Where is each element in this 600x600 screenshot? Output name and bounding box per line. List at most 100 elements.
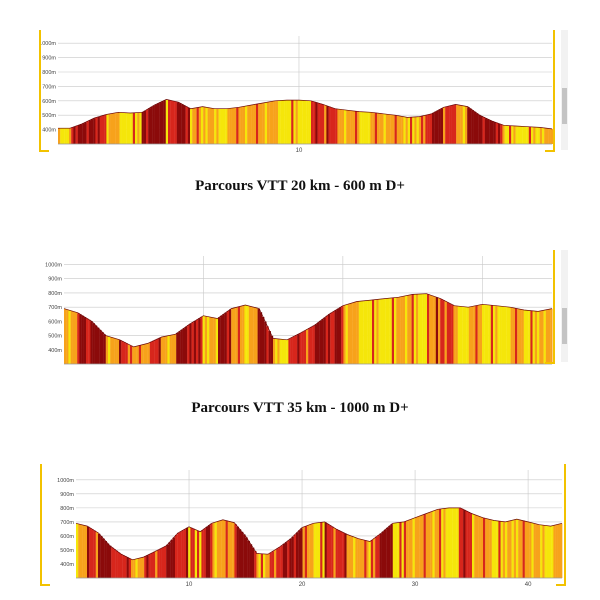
profile-segment bbox=[544, 525, 547, 578]
profile-segment bbox=[251, 306, 254, 364]
profile-segment bbox=[270, 335, 274, 364]
profile-segment bbox=[95, 117, 98, 144]
profile-segment bbox=[221, 520, 224, 578]
profile-segment bbox=[407, 295, 410, 364]
profile-segment bbox=[99, 116, 103, 144]
profile-segment bbox=[149, 341, 153, 364]
profile-segment bbox=[150, 106, 153, 144]
y-tick-label: 800m bbox=[60, 506, 74, 512]
profile-segment bbox=[541, 310, 544, 364]
profile-segment bbox=[209, 108, 213, 144]
profile-segment bbox=[268, 331, 271, 364]
profile-segment bbox=[247, 105, 250, 144]
profile-segment bbox=[354, 301, 357, 364]
elevation-profile bbox=[76, 507, 563, 578]
profile-segment bbox=[102, 538, 105, 578]
profile-segment bbox=[123, 342, 126, 364]
profile-segment bbox=[238, 529, 242, 578]
profile-segment bbox=[440, 108, 444, 144]
profile-segment bbox=[141, 111, 144, 144]
profile-segment bbox=[494, 520, 497, 578]
y-tick-label: 800m bbox=[48, 291, 62, 297]
profile-segment bbox=[211, 317, 214, 364]
profile-segment bbox=[493, 122, 496, 144]
profile-segment bbox=[522, 126, 525, 144]
profile-segment bbox=[469, 513, 473, 578]
profile-segment bbox=[537, 311, 540, 364]
profile-segment bbox=[284, 339, 287, 364]
profile-segment bbox=[473, 111, 477, 144]
profile-segment bbox=[366, 540, 369, 578]
profile-segment bbox=[449, 105, 452, 144]
profile-segment bbox=[438, 298, 441, 364]
profile-segment bbox=[113, 113, 116, 144]
profile-segment bbox=[120, 553, 123, 578]
profile-segment bbox=[331, 526, 334, 578]
profile-segment bbox=[395, 522, 398, 578]
profile-segment bbox=[377, 113, 380, 144]
profile-segment bbox=[526, 310, 529, 364]
profile-segment bbox=[341, 109, 345, 144]
profile-segment bbox=[263, 553, 266, 578]
profile-segment bbox=[192, 108, 195, 144]
profile-segment bbox=[314, 324, 318, 364]
profile-segment bbox=[421, 514, 424, 578]
profile-segment bbox=[128, 112, 131, 144]
profile-segment bbox=[495, 122, 499, 144]
y-tick-label: 500m bbox=[60, 548, 74, 554]
profile-segment bbox=[301, 331, 304, 364]
profile-segment bbox=[420, 293, 423, 364]
profile-segment bbox=[156, 338, 159, 364]
profile-segment bbox=[479, 304, 483, 364]
profile-segment bbox=[161, 101, 164, 144]
profile-segment bbox=[297, 100, 301, 144]
profile-segment bbox=[198, 318, 201, 364]
profile-segment bbox=[418, 116, 422, 144]
profile-segment bbox=[168, 542, 171, 578]
profile-segment bbox=[374, 299, 377, 364]
profile-segment bbox=[472, 514, 475, 578]
x-tick-label: 30 bbox=[412, 582, 419, 588]
y-tick-label: 900m bbox=[48, 277, 62, 283]
profile-segment bbox=[81, 315, 84, 364]
scrollbar-thumb[interactable] bbox=[562, 88, 567, 124]
profile-segment bbox=[119, 340, 122, 364]
profile-segment bbox=[311, 101, 314, 144]
profile-segment bbox=[375, 536, 378, 578]
profile-segment bbox=[363, 300, 366, 364]
profile-segment bbox=[502, 521, 506, 578]
profile-segment bbox=[225, 108, 228, 144]
profile-segment bbox=[164, 546, 167, 578]
profile-segment bbox=[355, 111, 358, 144]
scrollbar-track[interactable] bbox=[561, 250, 568, 362]
profile-segment bbox=[114, 338, 117, 364]
scrollbar-thumb[interactable] bbox=[562, 308, 567, 344]
profile-segment bbox=[489, 120, 492, 144]
profile-segment bbox=[388, 114, 391, 144]
profile-segment bbox=[466, 307, 469, 364]
profile-segment bbox=[493, 305, 496, 364]
profile-segment bbox=[88, 319, 91, 364]
profile-segment bbox=[229, 108, 232, 144]
profile-segment bbox=[405, 117, 408, 144]
profile-segment bbox=[306, 100, 309, 144]
profile-segment bbox=[302, 100, 305, 144]
profile-segment bbox=[269, 552, 272, 578]
profile-segment bbox=[457, 306, 461, 364]
profile-segment bbox=[189, 323, 192, 364]
profile-segment bbox=[106, 114, 109, 144]
profile-segment bbox=[396, 115, 400, 144]
profile-segment bbox=[215, 318, 219, 364]
frame-left-border bbox=[39, 30, 41, 152]
profile-segment bbox=[100, 536, 103, 578]
profile-segment bbox=[134, 346, 137, 364]
profile-segment bbox=[546, 128, 549, 144]
profile-segment bbox=[478, 114, 481, 144]
profile-segment bbox=[402, 296, 406, 364]
profile-segment bbox=[519, 309, 522, 364]
profile-segment bbox=[511, 125, 514, 144]
profile-segment bbox=[475, 305, 478, 364]
profile-segment bbox=[102, 115, 105, 144]
